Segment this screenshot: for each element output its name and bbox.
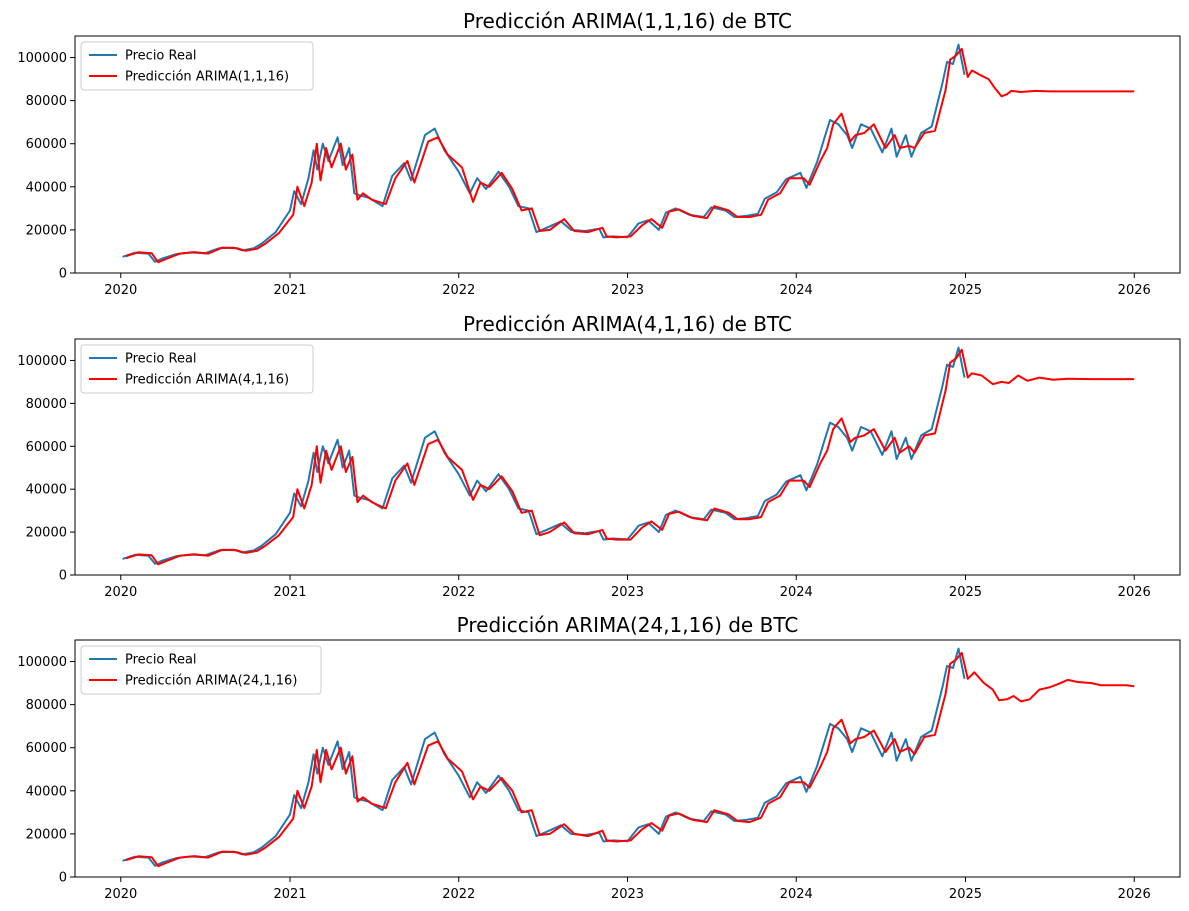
y-tick-label: 20000 — [26, 223, 67, 238]
y-tick-label: 0 — [59, 267, 67, 282]
x-tick-label: 2023 — [611, 283, 644, 298]
y-tick-label: 60000 — [26, 440, 67, 455]
x-tick-label: 2021 — [273, 283, 306, 298]
legend-label: Predicción ARIMA(4,1,16) — [125, 373, 289, 388]
chart-panel-3: Predicción ARIMA(24,1,16) de BTC 2020 2021… — [17, 613, 1181, 902]
legend-box — [80, 344, 314, 394]
y-tick-label: 20000 — [26, 827, 67, 842]
y-tick-label: 0 — [59, 569, 67, 584]
y-tick-label: 0 — [59, 871, 67, 886]
chart-panel-2: Predicción ARIMA(4,1,16) de BTC 2020 2021 2… — [17, 312, 1181, 600]
legend-label: Precio Real — [125, 49, 197, 64]
y-tick-label: 100000 — [17, 655, 67, 670]
x-tick-label: 2023 — [611, 887, 644, 902]
series-line-precio-real — [122, 346, 966, 565]
legend-box — [80, 645, 322, 695]
x-tick-label: 2024 — [780, 585, 813, 600]
legend-label: Predicción ARIMA(1,1,16) — [125, 70, 289, 85]
legend-label: Precio Real — [125, 352, 197, 367]
chart-title: Predicción ARIMA(24,1,16) de BTC — [457, 613, 799, 637]
y-tick-label: 40000 — [26, 784, 67, 799]
x-tick-label: 2022 — [442, 887, 475, 902]
y-tick-label: 100000 — [17, 51, 67, 66]
x-tick-label: 2022 — [442, 585, 475, 600]
legend: Precio Real Predicción ARIMA(1,1,16) — [80, 41, 314, 91]
y-tick-label: 60000 — [26, 137, 67, 152]
legend: Precio Real Predicción ARIMA(4,1,16) — [80, 344, 314, 394]
x-tick-label: 2020 — [104, 585, 137, 600]
x-tick-label: 2023 — [611, 585, 644, 600]
series-line-prediccion — [125, 651, 1135, 868]
x-tick-label: 2021 — [273, 887, 306, 902]
y-tick-label: 80000 — [26, 397, 67, 412]
x-tick-label: 2026 — [1118, 585, 1151, 600]
x-tick-label: 2024 — [780, 283, 813, 298]
chart-title: Predicción ARIMA(4,1,16) de BTC — [463, 312, 792, 336]
y-tick-label: 100000 — [17, 354, 67, 369]
legend-label: Predicción ARIMA(24,1,16) — [125, 674, 297, 689]
y-tick-label: 40000 — [26, 483, 67, 498]
legend-label: Precio Real — [125, 653, 197, 668]
y-tick-label: 40000 — [26, 180, 67, 195]
x-tick-label: 2025 — [949, 283, 982, 298]
y-tick-label: 80000 — [26, 94, 67, 109]
x-tick-label: 2022 — [442, 283, 475, 298]
x-tick-label: 2024 — [780, 887, 813, 902]
legend-box — [80, 41, 314, 91]
x-tick-label: 2020 — [104, 283, 137, 298]
series-line-prediccion — [125, 348, 1135, 566]
legend: Precio Real Predicción ARIMA(24,1,16) — [80, 645, 322, 695]
series-line-precio-real — [122, 647, 966, 867]
y-tick-label: 20000 — [26, 526, 67, 541]
chart-panel-1: Predicción ARIMA(1,1,16) de BTC 2020 2021 2… — [17, 9, 1181, 298]
chart-title: Predicción ARIMA(1,1,16) de BTC — [463, 9, 792, 33]
y-tick-label: 60000 — [26, 741, 67, 756]
x-tick-label: 2026 — [1118, 283, 1151, 298]
series-line-prediccion — [125, 47, 1135, 264]
x-tick-label: 2020 — [104, 887, 137, 902]
x-tick-label: 2025 — [949, 585, 982, 600]
y-tick-label: 80000 — [26, 698, 67, 713]
x-tick-label: 2025 — [949, 887, 982, 902]
x-tick-label: 2021 — [273, 585, 306, 600]
x-tick-label: 2026 — [1118, 887, 1151, 902]
